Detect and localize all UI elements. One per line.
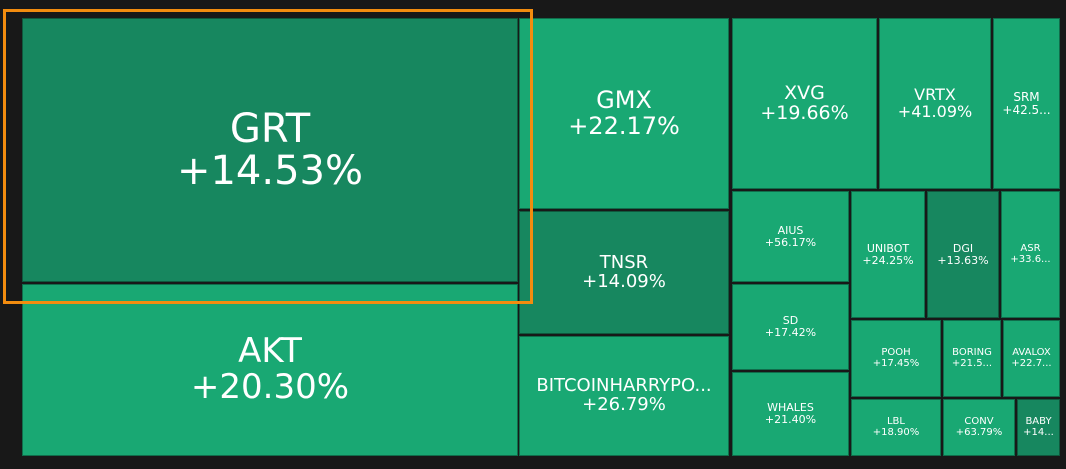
tile-symbol: ASR [1020,243,1041,254]
tile-symbol: GRT [229,106,311,152]
tile-symbol: POOH [881,347,911,358]
tile-change: +22.17% [568,111,680,140]
tile-symbol: UNIBOT [866,241,910,255]
tile-change: +26.79% [582,394,666,415]
tile[interactable]: SRM +42.5... [993,18,1060,189]
tile[interactable]: BABY +14... [1017,399,1060,456]
tile-change: +24.25% [862,253,914,267]
tile[interactable]: VRTX +41.09% [879,18,991,189]
tile[interactable]: UNIBOT +24.25% [851,191,925,318]
tile[interactable]: AVALOX +22.7... [1003,320,1060,397]
tile-change: +14.53% [176,148,364,194]
tile-symbol: BORING [952,347,992,358]
tile-symbol: TNSR [599,251,649,273]
tile-symbol: GMX [596,86,652,115]
tile-symbol: XVG [784,81,825,104]
tile-change: +13.63% [937,253,989,267]
tile-change: +19.66% [760,101,849,124]
tile-change: +63.79% [955,426,1003,438]
tile-change: +56.17% [764,235,817,249]
tile[interactable]: AIUS +56.17% [732,191,849,282]
tile[interactable]: POOH +17.45% [851,320,941,397]
tile-change: +41.09% [897,101,973,121]
tile-symbol: VRTX [914,84,956,104]
tile[interactable]: GMX +22.17% [519,18,729,209]
tile[interactable]: BORING +21.5... [943,320,1001,397]
tile-change: +21.40% [764,413,817,426]
tile-change: +14... [1023,426,1054,438]
tile-symbol: SD [782,314,799,328]
tile[interactable]: LBL +18.90% [851,399,941,456]
tile-symbol: CONV [964,416,994,427]
tile-symbol: DGI [952,241,974,255]
tile[interactable]: CONV +63.79% [943,399,1015,456]
tile-change: +17.42% [764,326,817,339]
tile-symbol: AVALOX [1012,347,1051,358]
tile-symbol: BABY [1025,416,1052,427]
tile[interactable]: XVG +19.66% [732,18,877,189]
tile-symbol: SRM [1013,89,1040,104]
tile-symbol: BITCOINHARRYPO... [536,375,712,397]
tile-symbol: AIUS [777,223,804,237]
tile[interactable]: SD +17.42% [732,284,849,370]
tile-change: +14.09% [582,270,666,292]
tile-change: +21.5... [951,357,993,369]
tile-change: +17.45% [872,357,920,369]
tile-symbol: AKT [238,331,302,372]
tile-change: +42.5... [1002,102,1051,117]
tile-change: +33.6... [1010,253,1051,265]
tile[interactable]: WHALES +21.40% [732,372,849,456]
tile[interactable]: AKT +20.30% [22,284,518,456]
tile[interactable]: TNSR +14.09% [519,211,729,334]
tile-symbol: WHALES [767,401,814,415]
tile[interactable]: BITCOINHARRYPO... +26.79% [519,336,729,456]
tile-symbol: LBL [886,416,905,427]
tile[interactable]: ASR +33.6... [1001,191,1060,318]
tile-change: +20.30% [190,367,350,407]
tile-change: +22.7... [1011,357,1052,369]
tile[interactable]: DGI +13.63% [927,191,999,318]
tile-change: +18.90% [872,426,920,438]
tile[interactable]: GRT +14.53% [22,18,518,282]
